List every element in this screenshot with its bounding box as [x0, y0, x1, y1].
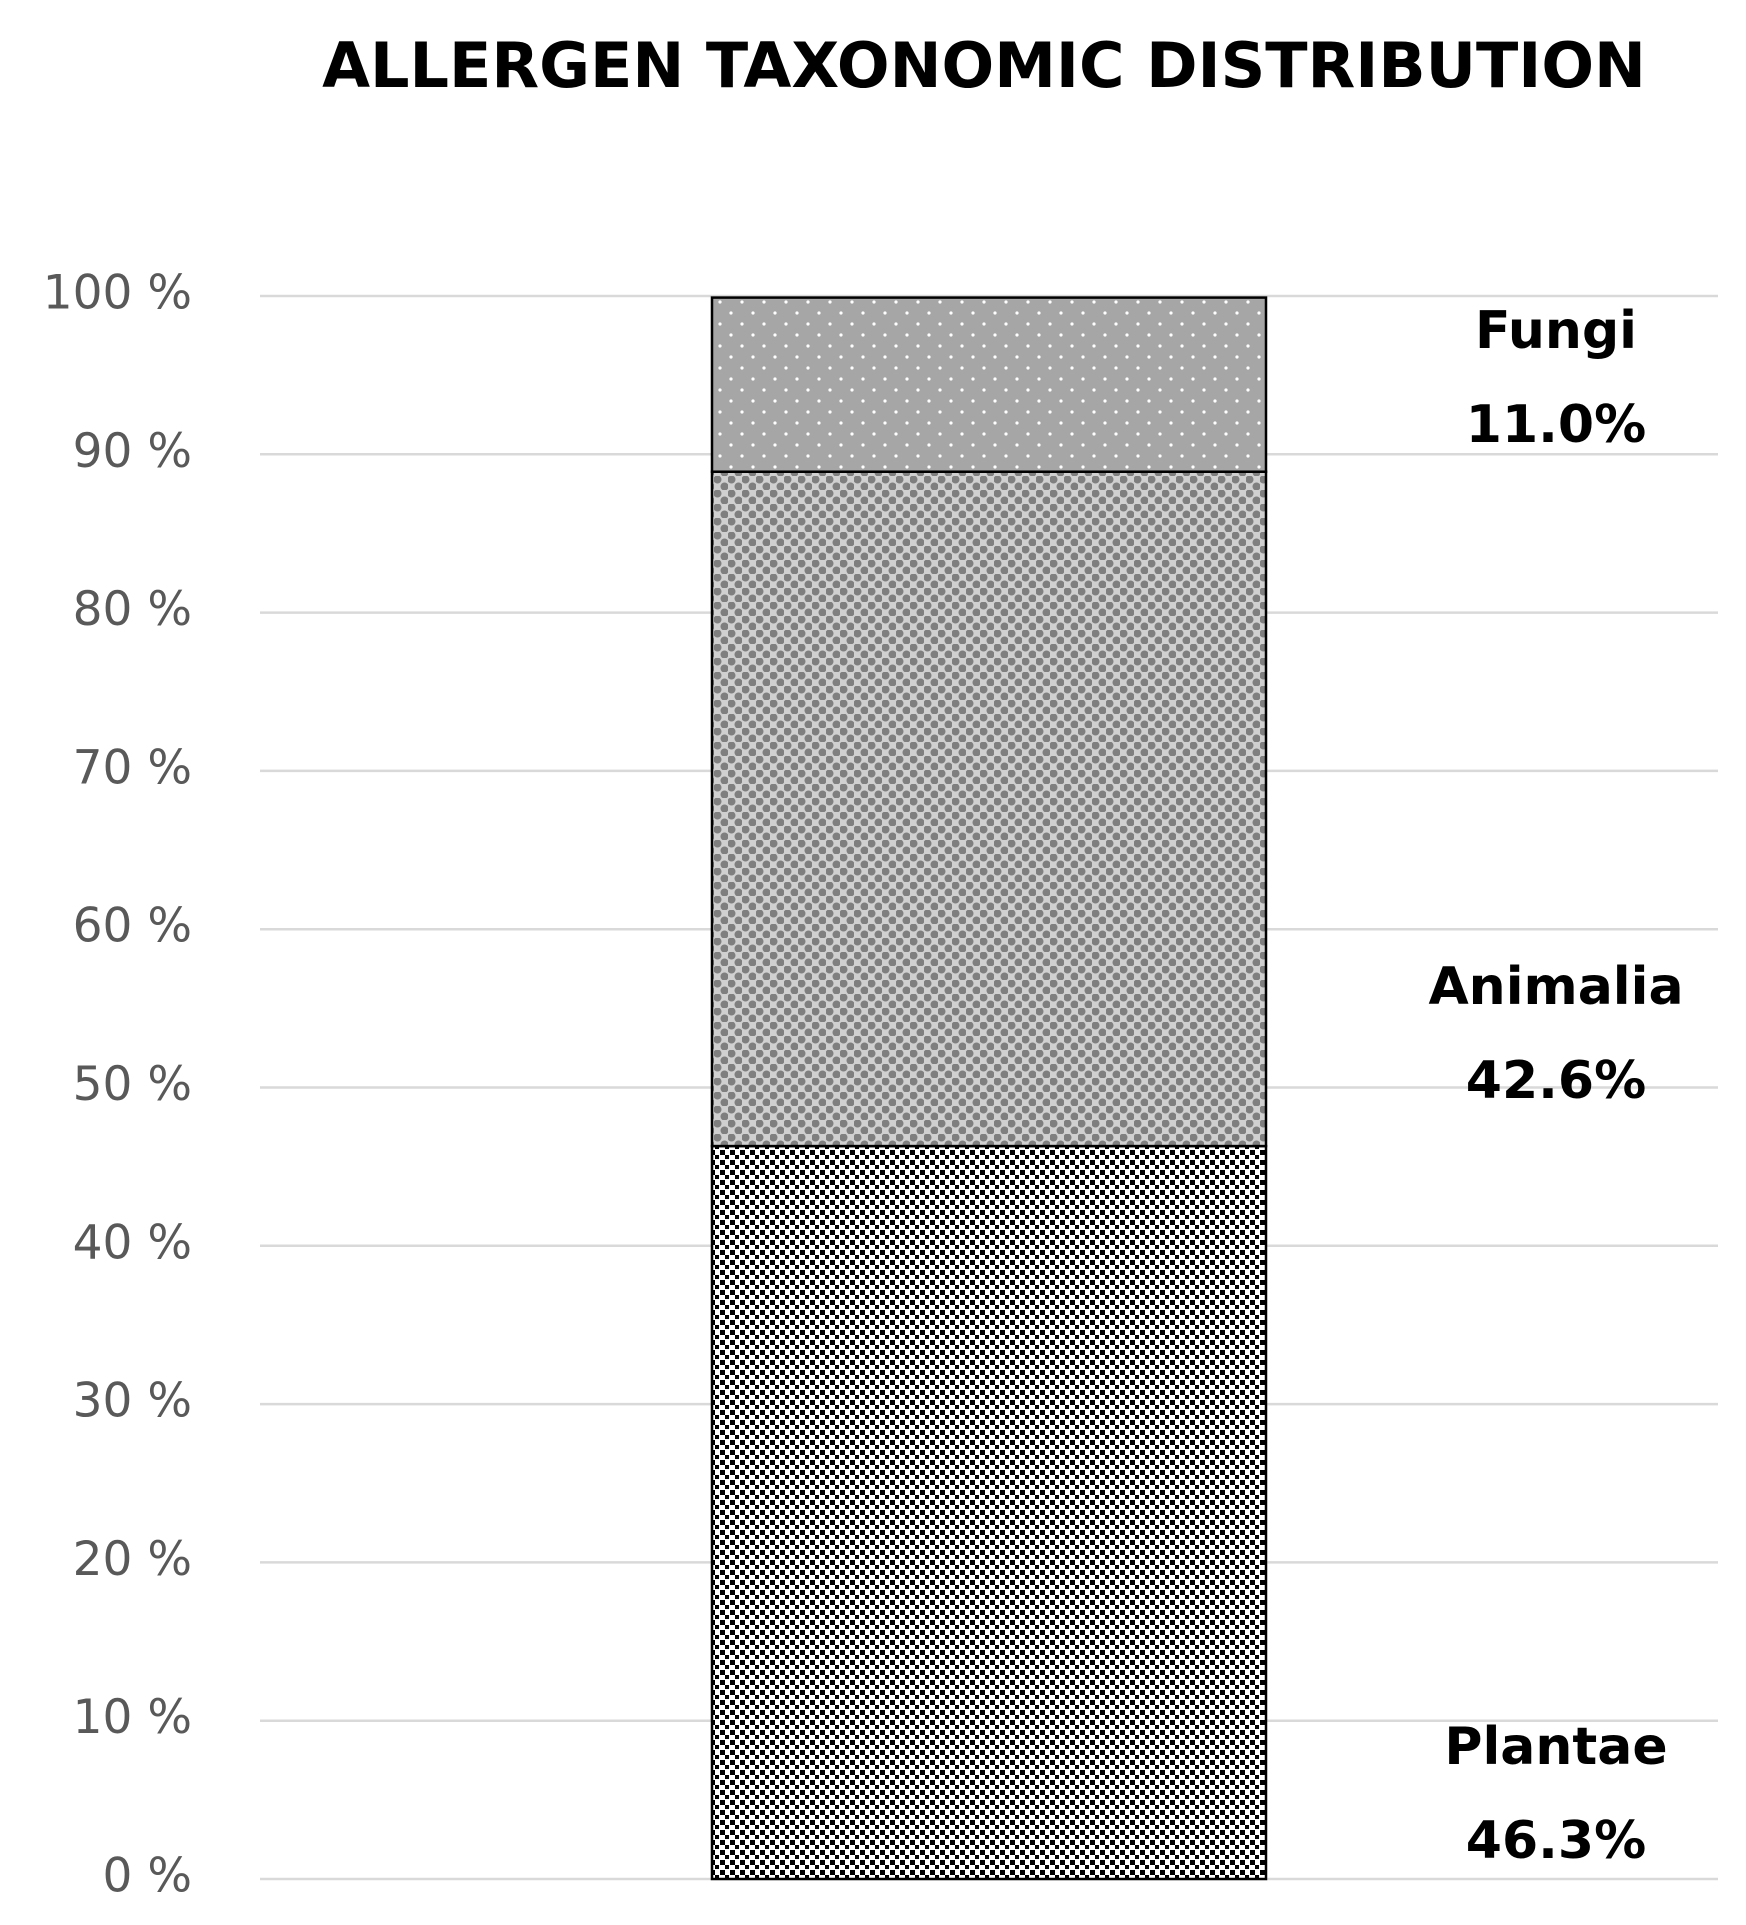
data-label-name: Animalia [1428, 957, 1683, 1017]
data-label-name: Fungi [1475, 301, 1637, 361]
y-tick-label: 70 % [73, 740, 192, 795]
y-tick-label: 90 % [73, 424, 192, 479]
y-tick-label: 80 % [73, 582, 192, 637]
data-label-value: 46.3% [1466, 1811, 1646, 1871]
y-tick-label: 50 % [73, 1057, 192, 1112]
y-tick-label: 40 % [73, 1215, 192, 1270]
bar-segment [710, 1144, 1268, 1881]
chart-title: ALLERGEN TAXONOMIC DISTRIBUTION [322, 29, 1646, 102]
data-label-name: Plantae [1444, 1717, 1667, 1777]
bar-segment [710, 296, 1268, 473]
y-tick-label: 100 % [43, 266, 192, 321]
bar-segment [710, 470, 1268, 1148]
y-tick-label: 30 % [73, 1374, 192, 1429]
y-tick-label: 20 % [73, 1532, 192, 1587]
y-tick-label: 60 % [73, 899, 192, 954]
y-tick-label: 10 % [73, 1690, 192, 1745]
data-label-value: 42.6% [1466, 1051, 1646, 1111]
data-label-value: 11.0% [1466, 395, 1646, 455]
y-tick-label: 0 % [102, 1849, 192, 1904]
